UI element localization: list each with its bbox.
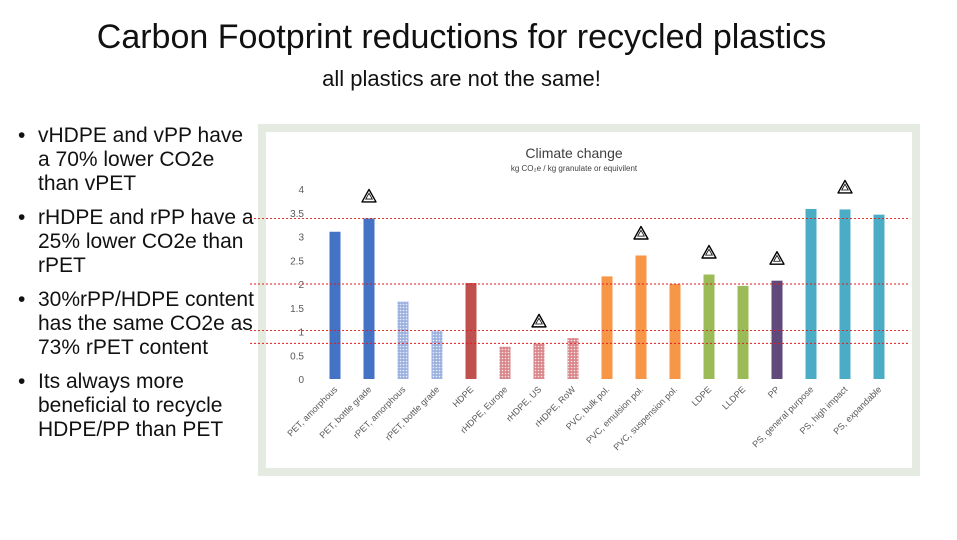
slide-subtitle: all plastics are not the same! xyxy=(322,66,601,91)
bar xyxy=(465,283,477,379)
bar xyxy=(737,285,749,379)
bar xyxy=(771,280,783,379)
recycle-icon xyxy=(701,244,717,259)
bar xyxy=(805,208,817,379)
y-tick-label: 3.5 xyxy=(290,209,304,220)
y-tick-label: 3 xyxy=(298,233,304,244)
x-category-label: LLDPE xyxy=(720,384,747,411)
bar-pattern xyxy=(533,343,545,379)
bullet-item: Its always more beneficial to recycle HD… xyxy=(14,370,254,442)
y-tick-label: 1 xyxy=(298,328,304,339)
bar xyxy=(601,276,613,379)
y-tick-label: 0 xyxy=(298,375,304,386)
x-category-label: PVC, emulsion pol. xyxy=(584,384,645,445)
y-tick-label: 2 xyxy=(298,280,304,291)
bar-pattern xyxy=(431,330,443,379)
y-tick-label: 0.5 xyxy=(290,351,304,362)
y-tick-label: 4 xyxy=(298,185,304,196)
bullet-item: 30%rPP/HDPE content has the same CO2e as… xyxy=(14,288,254,360)
bar xyxy=(873,214,885,379)
recycle-icon xyxy=(633,225,649,240)
recycle-icon xyxy=(531,313,547,328)
bullet-item: rHDPE and rPP have a 25% lower CO2e than… xyxy=(14,206,254,278)
y-tick-label: 1.5 xyxy=(290,304,304,315)
bullet-list: vHDPE and vPP have a 70% lower CO2e than… xyxy=(14,124,254,452)
bar xyxy=(669,284,681,379)
bar xyxy=(703,274,715,379)
bar xyxy=(363,218,375,379)
bullet-item: vHDPE and vPP have a 70% lower CO2e than… xyxy=(14,124,254,196)
bar xyxy=(635,255,647,379)
chart-subtitle: kg CO₂e / kg granulate or equivilent xyxy=(511,164,638,173)
bar-pattern xyxy=(567,338,579,379)
x-category-label: LDPE xyxy=(690,384,714,408)
bar xyxy=(329,231,341,379)
chart-title: Climate change xyxy=(525,145,622,161)
bar-pattern xyxy=(499,346,511,379)
x-category-label: PVC, suspension pol. xyxy=(611,384,679,452)
y-tick-label: 2.5 xyxy=(290,256,304,267)
bar xyxy=(839,209,851,379)
chart-frame xyxy=(258,124,920,476)
bar-pattern xyxy=(397,301,409,379)
slide-title: Carbon Footprint reductions for recycled… xyxy=(96,18,827,56)
x-category-label: HDPE xyxy=(451,384,476,409)
recycle-icon xyxy=(837,179,853,194)
x-category-label: PS, general purpose xyxy=(750,384,815,449)
x-category-label: PP xyxy=(766,384,782,400)
recycle-icon xyxy=(769,250,785,265)
recycle-icon xyxy=(361,188,377,203)
